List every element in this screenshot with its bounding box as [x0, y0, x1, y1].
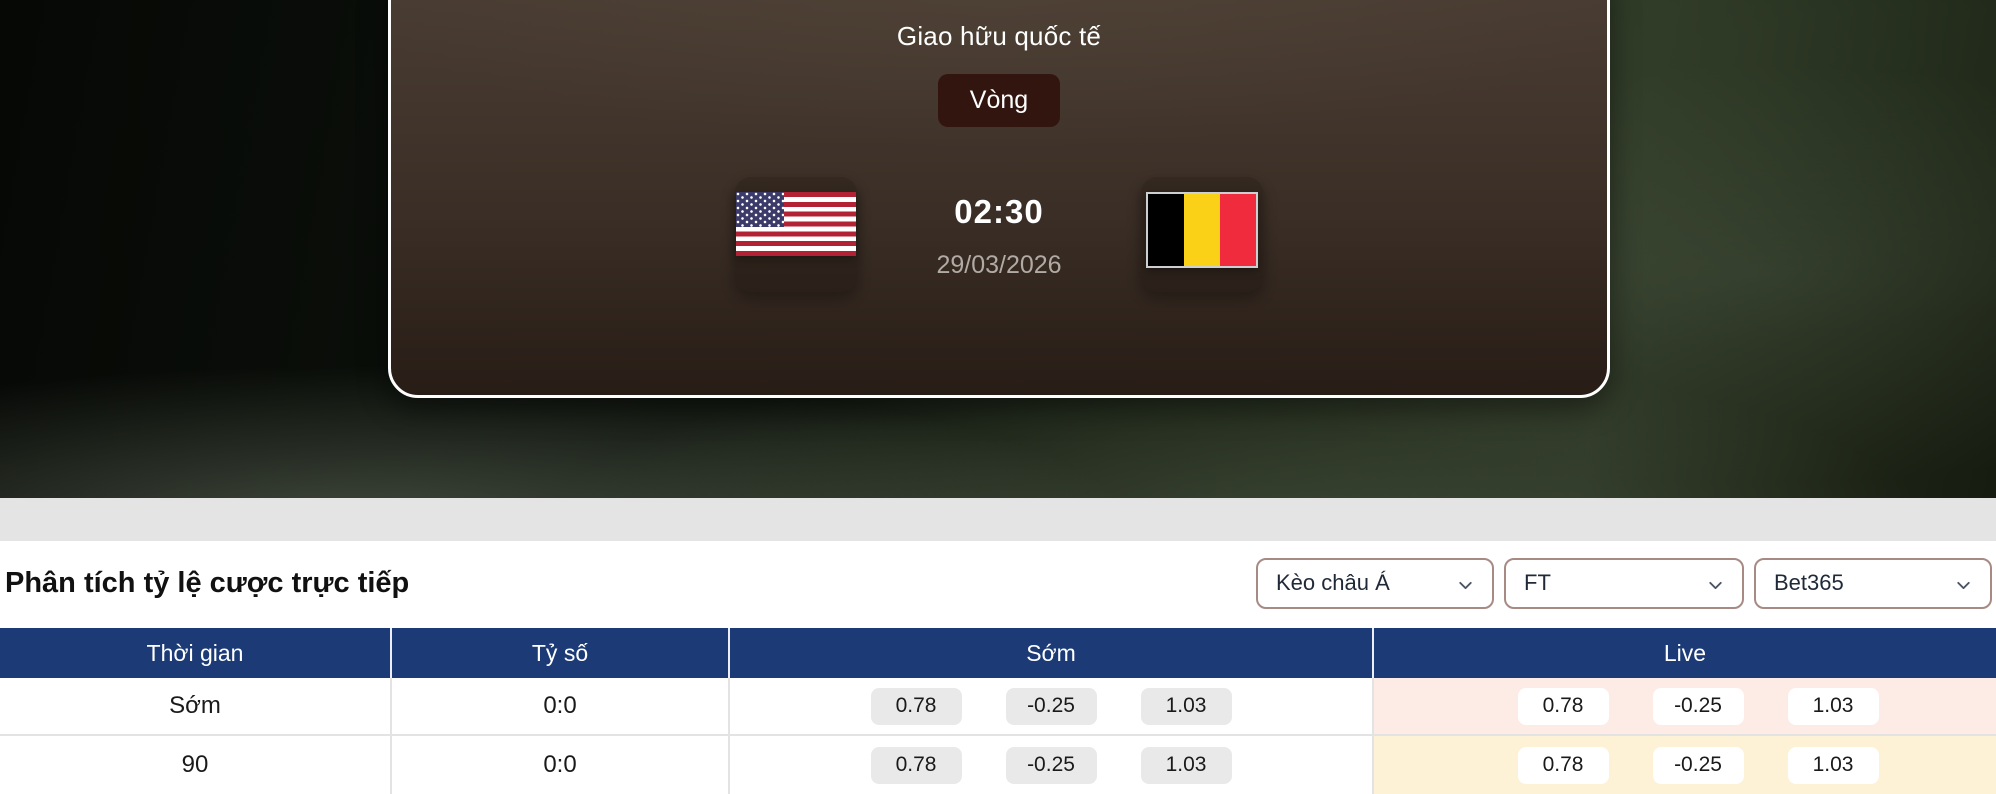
column-header-time: Thời gian: [0, 628, 392, 678]
odds-value: 1.03: [1140, 687, 1232, 725]
odds-analysis-section: Phân tích tỷ lệ cược trực tiếp Kèo châu …: [0, 541, 1996, 794]
row-time: Sớm: [0, 678, 392, 734]
column-header-early: Sớm: [730, 628, 1374, 678]
table-row: 90 0:0 0.78 -0.25 1.03 0.78 -0.25 1.03: [0, 736, 1996, 794]
competition-name: Giao hữu quốc tế: [896, 21, 1102, 51]
table-header-row: Thời gian Tỷ số Sớm Live: [0, 628, 1996, 678]
odds-value: 1.03: [1787, 746, 1879, 784]
belgium-flag-icon: [1146, 192, 1258, 268]
odds-value: 0.78: [870, 687, 962, 725]
kickoff-date: 29/03/2026: [936, 251, 1062, 279]
odds-value: 0.78: [1517, 746, 1609, 784]
handicap-value: -0.25: [1652, 687, 1744, 725]
bookmaker-value: Bet365: [1774, 570, 1844, 595]
away-flag-tile: [1141, 177, 1263, 292]
odds-value: 0.78: [1517, 687, 1609, 725]
row-time: 90: [0, 736, 392, 794]
table-row: Sớm 0:0 0.78 -0.25 1.03 0.78 -0.25 1.03: [0, 678, 1996, 736]
early-odds-cell: 0.78 -0.25 1.03: [730, 678, 1374, 734]
section-title: Phân tích tỷ lệ cược trực tiếp: [5, 566, 410, 599]
handicap-value: -0.25: [1652, 746, 1744, 784]
period-select[interactable]: FT: [1504, 557, 1744, 609]
usa-flag-icon: [736, 192, 856, 256]
odds-value: 0.78: [870, 746, 962, 784]
kickoff-block: 02:30 29/03/2026: [893, 177, 1105, 280]
row-score: 0:0: [392, 678, 730, 734]
filter-group: Kèo châu Á FT Bet365: [1256, 557, 1992, 609]
odds-table: Thời gian Tỷ số Sớm Live Sớm 0:0 0.78 -0…: [0, 628, 1996, 794]
chevron-down-icon: [1455, 575, 1476, 601]
odds-type-select[interactable]: Kèo châu Á: [1256, 557, 1494, 609]
round-button[interactable]: Vòng: [938, 74, 1060, 127]
home-flag-tile: [735, 177, 857, 292]
odds-value: 1.03: [1787, 687, 1879, 725]
column-header-live: Live: [1663, 639, 1707, 666]
column-header-score: Tỷ số: [392, 628, 730, 678]
bookmaker-select[interactable]: Bet365: [1754, 557, 1992, 609]
analysis-toolbar: Phân tích tỷ lệ cược trực tiếp Kèo châu …: [0, 541, 1996, 609]
handicap-value: -0.25: [1005, 746, 1097, 784]
usa-flag-canton: [736, 192, 784, 227]
handicap-value: -0.25: [1005, 687, 1097, 725]
kickoff-time: 02:30: [954, 193, 1044, 230]
match-header-card: Giao hữu quốc tế Vòng 02:30 29/03/2026: [388, 0, 1610, 398]
live-odds-cell: 0.78 -0.25 1.03: [1374, 678, 1996, 734]
teams-row: 02:30 29/03/2026: [391, 177, 1607, 292]
chevron-down-icon: [1705, 575, 1726, 601]
section-divider: [0, 498, 1996, 541]
period-value: FT: [1524, 570, 1551, 595]
live-odds-cell: 0.78 -0.25 1.03: [1374, 736, 1996, 794]
chevron-down-icon: [1953, 575, 1974, 601]
early-odds-cell: 0.78 -0.25 1.03: [730, 736, 1374, 794]
odds-value: 1.03: [1140, 746, 1232, 784]
odds-type-value: Kèo châu Á: [1276, 570, 1390, 595]
row-score: 0:0: [392, 736, 730, 794]
